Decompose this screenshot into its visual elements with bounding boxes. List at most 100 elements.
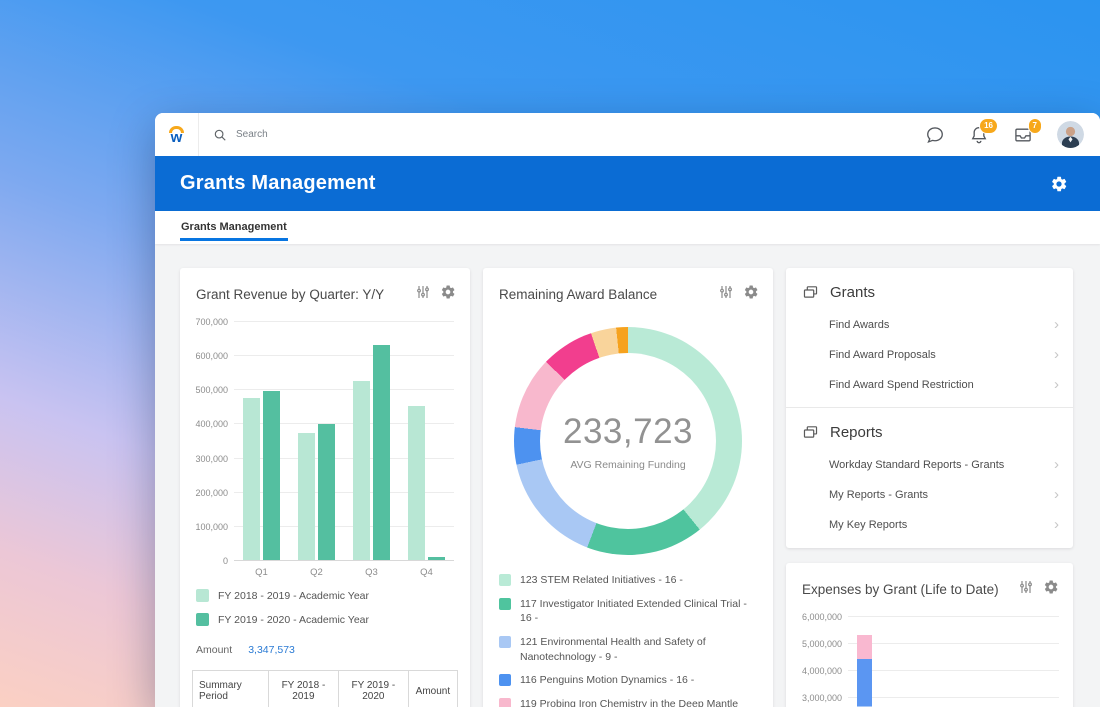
- bar[interactable]: [373, 344, 390, 560]
- remaining-award-donut-chart: 233,723 AVG Remaining Funding: [514, 327, 742, 555]
- x-axis-label: Q4: [420, 567, 433, 578]
- tab-grants-management[interactable]: Grants Management: [180, 211, 288, 241]
- bar[interactable]: [428, 557, 445, 560]
- legend-label: 117 Investigator Initiated Extended Clin…: [520, 597, 747, 625]
- legend-item: 117 Investigator Initiated Extended Clin…: [499, 597, 757, 626]
- gridline: [234, 457, 454, 459]
- page-title: Grants Management: [180, 172, 376, 194]
- y-axis-tick-label: 200,000: [195, 487, 228, 498]
- gridline: [848, 616, 1059, 617]
- gridline: [234, 423, 454, 425]
- link-item-my-key-reports[interactable]: My Key Reports ›: [786, 510, 1073, 540]
- legend-swatch: [499, 674, 511, 687]
- link-item-find-award-proposals[interactable]: Find Award Proposals ›: [786, 340, 1073, 370]
- chevron-right-icon: ›: [1054, 456, 1059, 473]
- card-title-remaining-award: Remaining Award Balance: [499, 287, 658, 302]
- legend-label: 121 Environmental Health and Safety of N…: [520, 636, 706, 663]
- bar-segment: [857, 658, 872, 706]
- bar[interactable]: [318, 424, 335, 560]
- bar[interactable]: [263, 390, 280, 560]
- gridline: [234, 525, 454, 527]
- link-item-find-awards[interactable]: Find Awards ›: [786, 310, 1073, 340]
- gridline: [848, 670, 1059, 671]
- gear-icon[interactable]: [1043, 579, 1059, 600]
- avatar[interactable]: [1057, 121, 1084, 148]
- table-header-cell: FY 2018 - 2019: [267, 670, 339, 707]
- workday-logo[interactable]: w: [155, 113, 199, 156]
- donut-center-label: AVG Remaining Funding: [570, 458, 686, 471]
- gridline: [234, 491, 454, 493]
- legend-item: 119 Probing Iron Chemistry in the Deep M…: [499, 697, 757, 707]
- link-label: Find Award Spend Restriction: [829, 379, 974, 391]
- search-placeholder: Search: [236, 129, 268, 140]
- link-label: Find Award Proposals: [829, 349, 936, 361]
- legend-item: 123 STEM Related Initiatives - 16 -: [499, 573, 757, 588]
- amount-total-link[interactable]: 3,347,573: [248, 644, 295, 657]
- y-axis-tick-label: 600,000: [195, 351, 228, 362]
- gear-icon[interactable]: [440, 284, 456, 305]
- search-icon: [213, 128, 227, 142]
- card-expenses-by-grant: Expenses by Grant (Life to Date) 6,000,0…: [786, 563, 1073, 707]
- chevron-right-icon: ›: [1054, 516, 1059, 533]
- app-window: w Search 16 7 Grants Man: [155, 113, 1100, 707]
- link-item-find-award-spend-restriction[interactable]: Find Award Spend Restriction ›: [786, 370, 1073, 400]
- bar-group-q4: [408, 321, 445, 560]
- donut-center-value: 233,723: [562, 411, 694, 451]
- bar[interactable]: [298, 433, 315, 560]
- revenue-summary-table: Summary Period FY 2018 - 2019 FY 2019 - 20…: [192, 670, 459, 707]
- section-title: Grants: [830, 284, 876, 301]
- bar[interactable]: [243, 397, 260, 560]
- notifications-badge: 16: [979, 117, 998, 134]
- link-item-my-reports-grants[interactable]: My Reports - Grants ›: [786, 480, 1073, 510]
- legend-item: FY 2019 - 2020 - Academic Year: [196, 612, 454, 628]
- section-divider: [786, 407, 1073, 408]
- header-gear-icon[interactable]: [1050, 175, 1068, 193]
- stacked-bar[interactable]: [857, 634, 872, 707]
- y-axis-tick-label: 700,000: [195, 317, 228, 327]
- section-header-grants: Grants: [786, 268, 1073, 310]
- y-axis-tick-label: 100,000: [195, 521, 228, 532]
- revenue-x-axis-labels: Q1 Q2 Q3 Q4: [234, 560, 454, 581]
- section-header-reports: Reports: [786, 408, 1073, 450]
- filters-icon[interactable]: [415, 284, 431, 305]
- legend-swatch: [196, 612, 209, 626]
- filters-icon[interactable]: [718, 284, 734, 305]
- chevron-right-icon: ›: [1054, 376, 1059, 393]
- workday-logo-w: w: [170, 129, 183, 146]
- bar[interactable]: [408, 406, 425, 560]
- gear-icon[interactable]: [743, 284, 759, 305]
- bar-group-q1: [243, 321, 280, 560]
- table-header-cell: Amount: [407, 670, 459, 707]
- gridline: [234, 321, 454, 322]
- y-axis-tick-label: 500,000: [195, 385, 228, 396]
- y-axis-tick-label: 6,000,000: [801, 612, 842, 622]
- chat-icon[interactable]: [925, 125, 945, 145]
- x-axis-label: Q3: [365, 567, 378, 578]
- filters-icon[interactable]: [1018, 579, 1034, 600]
- inbox-icon[interactable]: 7: [1013, 117, 1042, 145]
- workday-logo-arc-icon: [169, 126, 184, 133]
- legend-label: 119 Probing Iron Chemistry in the Deep M…: [520, 698, 739, 707]
- gridline: [234, 355, 454, 357]
- link-label: My Key Reports: [829, 519, 908, 531]
- y-axis-tick-label: 0: [222, 556, 228, 566]
- link-item-workday-standard-reports-grants[interactable]: Workday Standard Reports - Grants ›: [786, 450, 1073, 480]
- bar-segment: [857, 634, 872, 659]
- link-label: Workday Standard Reports - Grants: [829, 459, 1005, 471]
- legend-item: 116 Penguins Motion Dynamics - 16 -: [499, 673, 757, 688]
- notifications-bell-icon[interactable]: 16: [969, 117, 998, 145]
- donut-legend: 123 STEM Related Initiatives - 16 - 117 I…: [483, 573, 773, 707]
- chevron-right-icon: ›: [1054, 346, 1059, 363]
- stack-icon: [802, 424, 819, 441]
- legend-item: 121 Environmental Health and Safety of N…: [499, 635, 757, 664]
- chevron-right-icon: ›: [1054, 486, 1059, 503]
- search-input[interactable]: Search: [213, 128, 925, 142]
- gridline: [848, 697, 1059, 698]
- bar-group-q2: [298, 321, 335, 560]
- x-axis-label: Q2: [310, 567, 323, 578]
- legend-swatch: [196, 589, 209, 602]
- y-axis-tick-label: 5,000,000: [801, 639, 842, 649]
- bar[interactable]: [353, 380, 370, 560]
- dashboard-content: Grant Revenue by Quarter: Y/Y 700,000 600…: [155, 244, 1100, 707]
- y-axis-tick-label: 4,000,000: [801, 666, 842, 676]
